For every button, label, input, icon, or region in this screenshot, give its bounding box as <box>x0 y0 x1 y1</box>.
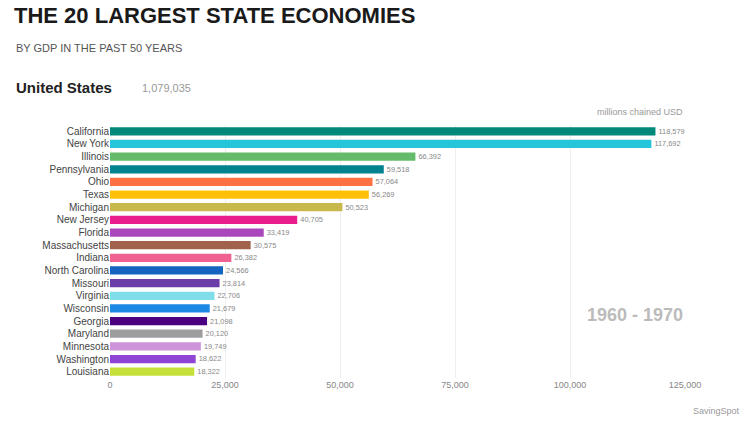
svg-text:20,120: 20,120 <box>206 329 229 338</box>
svg-text:New Jersey: New Jersey <box>57 214 109 225</box>
svg-text:Washington: Washington <box>57 354 109 365</box>
svg-text:66,392: 66,392 <box>418 152 441 161</box>
svg-text:Louisiana: Louisiana <box>66 366 109 377</box>
svg-text:25,000: 25,000 <box>211 380 239 390</box>
svg-text:California: California <box>67 126 110 137</box>
svg-text:125,000: 125,000 <box>669 380 702 390</box>
svg-text:59,518: 59,518 <box>387 165 410 174</box>
svg-text:21,679: 21,679 <box>213 304 236 313</box>
svg-text:BY GDP IN THE PAST 50 YEARS: BY GDP IN THE PAST 50 YEARS <box>16 42 182 54</box>
svg-text:Georgia: Georgia <box>73 316 109 327</box>
svg-text:57,064: 57,064 <box>376 177 399 186</box>
svg-text:New York: New York <box>67 138 110 149</box>
svg-text:Wisconsin: Wisconsin <box>63 303 109 314</box>
svg-text:23,814: 23,814 <box>223 279 246 288</box>
svg-text:50,523: 50,523 <box>345 203 368 212</box>
svg-text:19,749: 19,749 <box>204 342 227 351</box>
svg-text:1960 - 1970: 1960 - 1970 <box>587 305 683 325</box>
svg-text:118,579: 118,579 <box>658 127 684 136</box>
svg-text:26,382: 26,382 <box>234 253 257 262</box>
svg-text:Michigan: Michigan <box>69 202 109 213</box>
svg-text:Indiana: Indiana <box>76 252 109 263</box>
svg-text:24,566: 24,566 <box>226 266 249 275</box>
svg-text:18,622: 18,622 <box>199 354 222 363</box>
svg-text:50,000: 50,000 <box>326 380 354 390</box>
svg-text:SavingSpot: SavingSpot <box>693 406 740 416</box>
svg-text:30,575: 30,575 <box>254 241 277 250</box>
svg-text:Illinois: Illinois <box>81 151 109 162</box>
svg-text:Massachusetts: Massachusetts <box>42 240 109 251</box>
svg-text:Texas: Texas <box>83 189 109 200</box>
svg-text:Maryland: Maryland <box>68 328 109 339</box>
svg-text:40,705: 40,705 <box>300 215 323 224</box>
svg-text:Pennsylvania: Pennsylvania <box>50 164 110 175</box>
svg-text:United States: United States <box>16 79 112 96</box>
svg-text:56,269: 56,269 <box>372 190 395 199</box>
svg-text:Virginia: Virginia <box>76 290 110 301</box>
svg-text:0: 0 <box>107 380 112 390</box>
svg-text:1,079,035: 1,079,035 <box>142 82 191 94</box>
svg-text:Ohio: Ohio <box>88 176 110 187</box>
svg-text:22,706: 22,706 <box>217 291 240 300</box>
svg-text:33,419: 33,419 <box>267 228 290 237</box>
svg-text:18,322: 18,322 <box>197 367 220 376</box>
svg-text:21,098: 21,098 <box>210 317 233 326</box>
svg-text:Missouri: Missouri <box>72 278 109 289</box>
svg-text:100,000: 100,000 <box>554 380 587 390</box>
svg-text:millions chained USD: millions chained USD <box>597 107 683 117</box>
svg-text:Minnesota: Minnesota <box>63 341 110 352</box>
svg-text:THE 20 LARGEST STATE ECONOMIES: THE 20 LARGEST STATE ECONOMIES <box>14 3 415 28</box>
svg-text:117,692: 117,692 <box>654 139 680 148</box>
svg-text:North Carolina: North Carolina <box>45 265 110 276</box>
svg-text:Florida: Florida <box>78 227 109 238</box>
svg-text:75,000: 75,000 <box>441 380 469 390</box>
